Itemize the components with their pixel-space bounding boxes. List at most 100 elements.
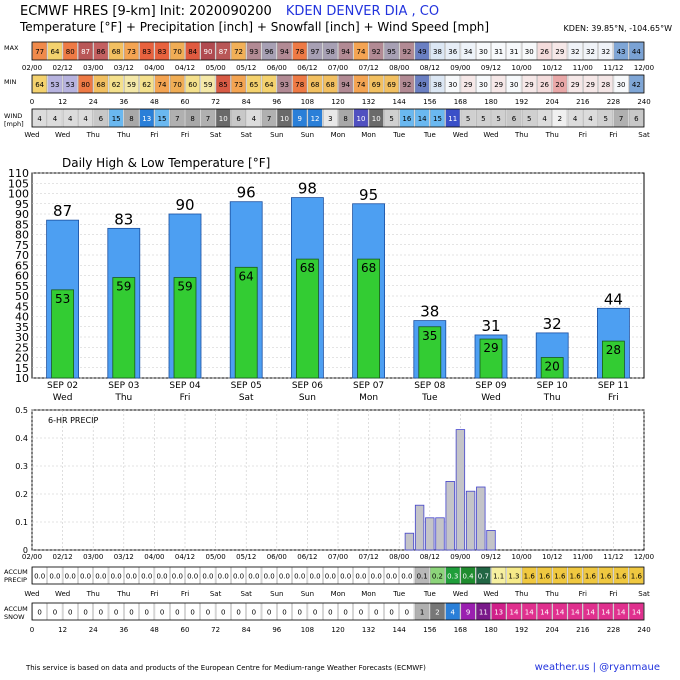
precip-bar: [435, 517, 445, 551]
min-temp-value: 65: [249, 81, 258, 89]
accum-snow-value: 14: [509, 609, 518, 617]
footer-credit-link[interactable]: weather.us | @ryanmaue: [534, 662, 660, 673]
min-temp-value: 60: [188, 81, 197, 89]
min-temp-value: 73: [234, 81, 243, 89]
forecast-hour-tick: 132: [362, 98, 375, 106]
accum-snow-value: 0: [359, 609, 363, 617]
wind-value: 6: [634, 115, 639, 123]
min-temp-value: 93: [280, 81, 289, 89]
temp-date-tick: SEP 08: [414, 381, 445, 391]
precip-x-tick: 04/00: [144, 553, 164, 561]
max-hour-tick: 11/00: [573, 64, 593, 72]
temp-date-tick: SEP 03: [108, 381, 139, 391]
accum-snow-value: 14: [555, 609, 564, 617]
wind-value: 8: [129, 115, 133, 123]
wind-value: 8: [343, 115, 347, 123]
accum-weekday-tick: Wed: [55, 590, 70, 598]
accum-precip-value: 1.6: [600, 573, 612, 581]
accum-weekday-tick: Wed: [483, 590, 498, 598]
low-temp-label: 35: [422, 329, 437, 343]
precip-x-tick: 10/00: [512, 553, 532, 561]
accum-precip-value: 0.0: [80, 573, 91, 581]
precip-chart-title: 6-HR PRECIP: [48, 416, 98, 425]
max-temp-value: 92: [402, 48, 411, 56]
max-hour-tick: 10/00: [512, 64, 532, 72]
high-temp-label: 98: [298, 180, 317, 198]
min-temp-frame: [31, 74, 645, 94]
accum-snow-value: 0: [53, 609, 57, 617]
high-temp-label: 44: [604, 290, 623, 308]
precip-y-tick: 0.2: [15, 490, 28, 499]
forecast-hour-tick: 12: [58, 98, 67, 106]
low-temp-label: 29: [483, 341, 498, 355]
wind-value: 4: [573, 115, 578, 123]
accum-weekday-tick: Sat: [210, 590, 222, 598]
forecast-hour-tick: 240: [637, 98, 650, 106]
high-temp-label: 32: [543, 315, 562, 333]
low-temp-bar: [51, 289, 74, 379]
forecast-hour-tick: 84: [242, 98, 251, 106]
accum-snow-value: 14: [632, 609, 641, 617]
min-temp-value: 64: [265, 81, 274, 89]
min-temp-value: 42: [632, 81, 641, 89]
forecast-hour-tick: 180: [484, 98, 497, 106]
weekday-tick: Mon: [331, 131, 346, 139]
low-temp-bar: [540, 357, 564, 379]
precip-x-tick: 05/12: [236, 553, 256, 561]
min-temp-value: 28: [601, 81, 610, 89]
accum-precip-value: 0.0: [248, 573, 259, 581]
accum-hour-tick: 108: [301, 626, 314, 634]
accum-precip-value: 0.0: [95, 573, 106, 581]
weekday-tick: Thu: [514, 131, 528, 139]
low-temp-bar: [173, 277, 197, 379]
accum-precip-value: 0.0: [355, 573, 366, 581]
precip-bar: [425, 517, 435, 551]
wind-row-label: WIND: [4, 112, 22, 120]
max-temp-value: 83: [158, 48, 167, 56]
wind-value: 15: [433, 115, 442, 123]
low-temp-bar: [295, 258, 319, 379]
forecast-hour-tick: 228: [607, 98, 620, 106]
accum-precip-value: 0.0: [34, 573, 45, 581]
accum-precip-value: 1.1: [493, 573, 504, 581]
accum-snow-value: 0: [37, 609, 41, 617]
weekday-tick: Wed: [483, 131, 498, 139]
accum-hour-tick: 84: [242, 626, 251, 634]
low-temp-label: 59: [177, 280, 192, 294]
accum-hour-tick: 24: [89, 626, 98, 634]
temp-y-tick: 100: [8, 188, 29, 201]
weekday-tick: Sat: [210, 131, 222, 139]
max-hour-tick: 02/12: [53, 64, 73, 72]
min-temp-value: 94: [341, 81, 350, 89]
accum-precip-frame: [31, 566, 645, 585]
accum-weekday-tick: Thu: [116, 590, 130, 598]
weekday-tick: Thu: [545, 131, 559, 139]
precip-x-tick: 08/12: [420, 553, 440, 561]
precip-chart: 6-HR PRECIP 0 0.1 0.2 0.3 0.4 0.5 02/00 02/12 03…: [15, 406, 654, 561]
high-temp-label: 83: [114, 210, 133, 228]
min-temp-value: 78: [295, 81, 304, 89]
accum-precip-value: 0.0: [340, 573, 351, 581]
temp-weekday-tick: Mon: [359, 393, 378, 403]
max-temp-value: 49: [418, 48, 427, 56]
min-temp-value: 59: [127, 81, 136, 89]
min-temp-value: 68: [326, 81, 335, 89]
weekday-tick: Fri: [579, 131, 587, 139]
wind-value: 14: [418, 115, 427, 123]
max-hour-tick: 03/00: [83, 64, 103, 72]
accum-precip-value: 0.0: [264, 573, 275, 581]
accum-precip-value: 0.0: [279, 573, 290, 581]
accum-snow-value: 1: [420, 609, 424, 617]
accum-precip-value: 0.4: [462, 573, 474, 581]
low-temp-bar: [479, 338, 503, 379]
max-temp-value: 32: [601, 48, 610, 56]
accum-snow-value: 4: [451, 609, 456, 617]
min-temp-value: 74: [356, 81, 365, 89]
accum-snow-value: 11: [479, 609, 488, 617]
accum-hour-tick: 204: [546, 626, 560, 634]
accum-weekday-tick: Fri: [609, 590, 617, 598]
accum-precip-value: 0.0: [111, 573, 122, 581]
temperature-chart-title: Daily High & Low Temperature [°F]: [62, 156, 270, 170]
low-temp-label: 28: [606, 343, 621, 357]
max-temp-value: 38: [433, 48, 442, 56]
